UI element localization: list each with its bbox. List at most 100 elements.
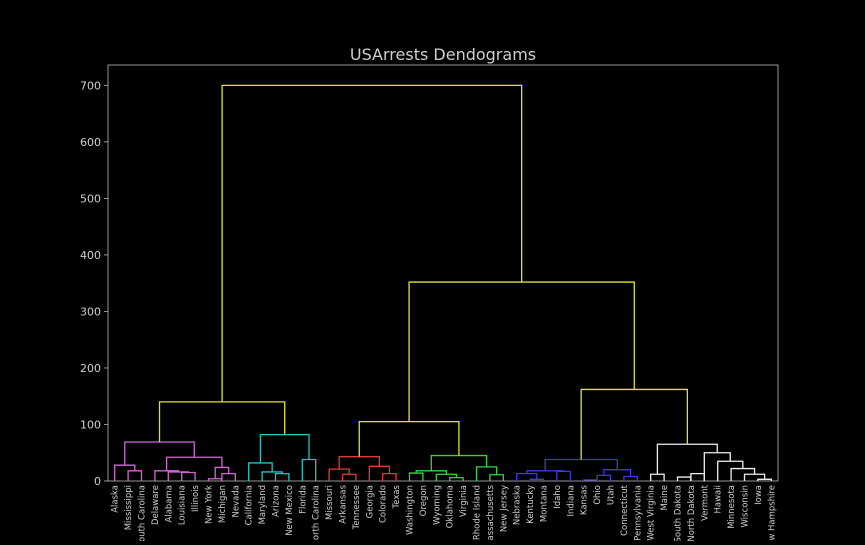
dendrogram-link [261,471,283,481]
leaf-label: Connecticut [620,484,630,536]
leaf-label: Maine [660,485,670,511]
leaf-label: Texas [392,484,402,509]
leaf-label: Mississippi [124,485,134,530]
dendrogram-link [341,473,357,481]
leaf-label: Hawaii [714,485,724,513]
dendrogram-link [743,473,766,481]
dendrogram-link [449,476,464,481]
leaf-label: Alaska [111,485,121,513]
dendrogram-link [259,434,310,463]
leaf-label: Oklahoma [446,485,456,528]
dendrogram-link [408,472,424,481]
dendrogram-link [556,470,571,481]
dendrogram-link [603,469,632,477]
leaf-label: Pennsylvania [633,485,643,541]
dendrogram-link [623,475,638,481]
leaf-label: South Carolina [138,485,148,541]
dendrogram-link [338,456,380,470]
leaf-label: Nevada [231,485,241,517]
y-tick-label: 500 [80,192,101,205]
leaf-label: Georgia [365,485,375,518]
dendrogram-link [124,441,195,466]
leaf-label: Tennessee [352,485,362,530]
leaf-label: Missouri [325,485,335,520]
dendrogram-link [127,470,143,481]
leaf-label: Louisiana [178,485,188,525]
dendrogram-link [382,473,397,481]
leaf-label: Ohio [593,485,603,505]
leaf-label: Iowa [754,485,764,505]
leaf-label: California [245,485,255,525]
dendrogram-link [544,458,618,471]
leaf-label: Arizona [272,485,282,517]
leaf-label: Massachusetts [486,484,496,541]
dendrogram-link [475,466,498,481]
leaf-label: Kentucky [526,485,536,524]
dendrogram-link [676,476,692,481]
leaf-label: Delaware [151,485,161,525]
leaf-label: Idaho [553,485,563,509]
leaf-label: Florida [298,485,308,514]
dendrogram-link [165,456,223,471]
dendrogram-link [656,443,718,475]
leaf-label: Montana [540,485,550,522]
leaf-label: North Carolina [312,485,322,541]
leaf-label: Indiana [566,485,576,516]
leaf-label: Maryland [258,485,268,524]
leaf-label: New Mexico [285,485,295,536]
y-tick-label: 300 [80,305,101,318]
y-tick-label: 400 [80,249,101,262]
leaf-label: New Hampshire [767,485,777,541]
y-tick-label: 600 [80,136,101,149]
dendrogram-link [650,473,665,481]
leaf-label: Vermont [700,484,710,521]
leaf-label: Oregon [419,485,429,516]
y-tick-label: 100 [80,418,101,431]
y-axis: 0 100 200 300 400 500 600 700 [80,79,108,488]
plot-frame [107,64,779,482]
chart-title: USArrests Dendograms [350,45,536,64]
dendrogram-link [167,471,190,481]
leaf-label: New Jersey [499,485,509,532]
leaf-label: Wisconsin [741,485,751,527]
dendrogram-link [328,468,350,481]
leaf-label: Rhode Island [473,485,483,540]
leaf-label: Alabama [164,485,174,522]
leaf-label: Utah [607,485,617,505]
leaf-label: South Dakota [674,485,684,541]
leaf-label: West Virginia [647,485,657,541]
leaf-label: Michigan [218,485,228,523]
y-tick-label: 700 [80,79,101,92]
dendrogram-link [181,471,196,481]
leaf-label: Arkansas [339,484,349,523]
dendrogram-link [158,401,286,442]
dendrogram-link [408,281,635,422]
dendrogram-link [717,460,744,481]
leaf-labels: Alaska Mississippi South Carolina Delaware A… [111,484,778,545]
dendrogram-link [690,473,705,481]
y-tick-label: 0 [94,475,101,488]
dendrogram-link [214,466,230,479]
dendrogram-link [596,474,612,481]
leaf-label: Virginia [459,485,469,517]
leaf-label: Nebraska [513,485,523,525]
dendrogram-link [274,473,290,481]
dendrogram-link [221,473,236,481]
dendrogram-link [580,388,688,460]
dendrogram-link [358,421,460,457]
dendrogram-link [221,84,523,402]
leaf-label: Colorado [379,485,389,523]
y-tick-label: 200 [80,362,101,375]
dendrogram-links [114,84,772,481]
leaf-label: North Dakota [687,485,697,541]
dendrogram-link [430,454,488,471]
leaf-label: Illinois [191,484,201,512]
dendrogram-link [114,464,136,481]
dendrogram-link [489,474,504,481]
leaf-label: Washington [406,485,416,535]
dendrogram-link [301,458,317,481]
leaf-label: Minnesota [727,485,737,529]
leaf-label: Kansas [580,484,590,515]
